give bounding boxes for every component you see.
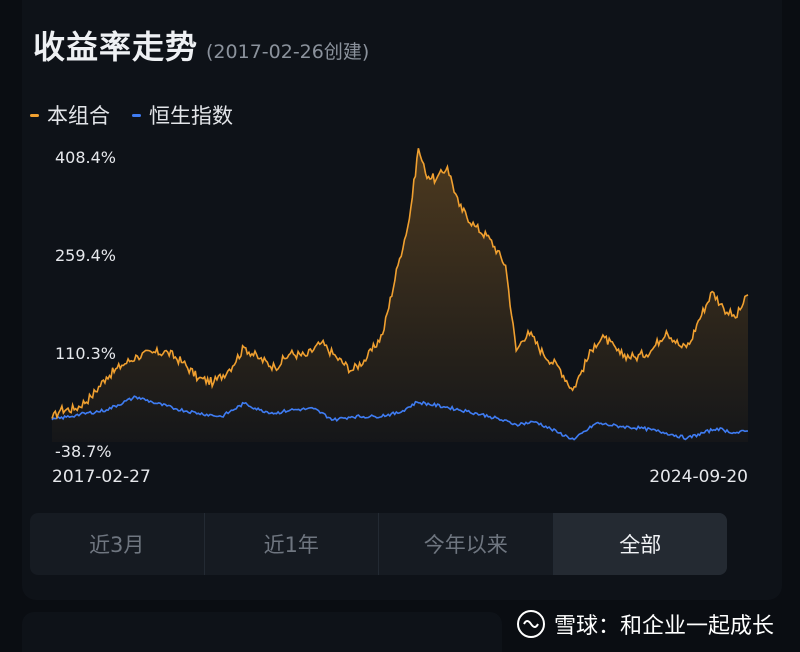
area-portfolio	[52, 148, 748, 443]
y-tick-label: -38.7%	[55, 442, 112, 461]
legend-swatch-hsi	[132, 113, 141, 117]
y-tick-label: 408.4%	[55, 148, 116, 167]
legend-swatch-portfolio	[30, 113, 39, 117]
page-title: 收益率走势	[33, 28, 199, 66]
tab-1-year[interactable]: 近1年	[205, 513, 379, 575]
x-label-start: 2017-02-27	[52, 467, 151, 487]
watermark-text: 雪球：和企业一起成长	[553, 614, 774, 639]
header: 收益率走势 (2017-02-26创建)	[33, 22, 369, 66]
created-date: (2017-02-26创建)	[206, 41, 370, 63]
tab-year-to-date[interactable]: 今年以来	[379, 513, 554, 575]
chart-legend: 本组合 恒生指数	[30, 100, 233, 130]
return-chart: 408.4% 259.4% 110.3% -38.7% 2017-02-27 2024…	[51, 148, 749, 487]
y-tick-label: 110.3%	[55, 344, 116, 363]
legend-item-portfolio: 本组合	[30, 100, 110, 130]
tab-all[interactable]: 全部	[553, 513, 727, 575]
legend-label-hsi: 恒生指数	[149, 104, 233, 128]
next-card-edge	[22, 612, 502, 652]
x-label-end: 2024-09-20	[649, 467, 748, 487]
line-portfolio	[51, 148, 749, 420]
xueqiu-logo-icon	[516, 610, 545, 638]
tab-3-months[interactable]: 近3月	[30, 513, 205, 575]
legend-label-portfolio: 本组合	[47, 104, 110, 128]
legend-item-hsi: 恒生指数	[132, 100, 233, 130]
y-tick-label: 259.4%	[55, 246, 116, 265]
watermark: 雪球：和企业一起成长	[516, 608, 774, 640]
line-hsi	[51, 395, 749, 441]
time-range-tabs: 近3月 近1年 今年以来 全部	[30, 513, 727, 575]
